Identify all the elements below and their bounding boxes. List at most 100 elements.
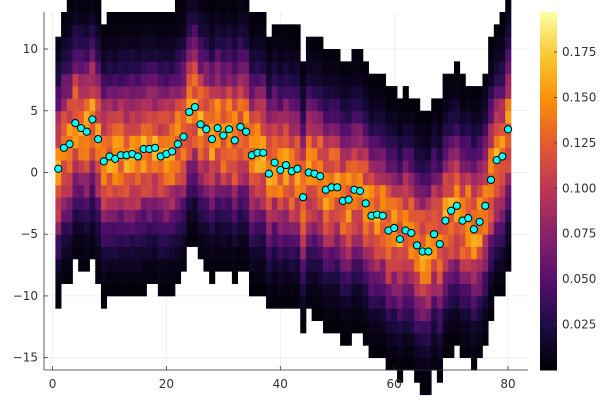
heatmap-cell [237,160,244,173]
heatmap-cell [362,332,369,346]
heatmap-cell [300,160,307,173]
heatmap-cell [334,160,341,173]
heatmap-cell [135,98,142,112]
colorbar-segment [540,268,557,273]
data-point [344,195,353,204]
heatmap-cell [334,197,341,210]
heatmap-cell [459,197,466,210]
heatmap-cell [311,36,318,50]
heatmap-cell [459,283,466,297]
heatmap-cell [397,160,404,173]
heatmap-cell [351,172,358,186]
heatmap-cell [106,258,113,272]
heatmap-cell [414,209,421,223]
data-point [54,164,63,173]
heatmap-cell [425,345,432,359]
heatmap-cell [317,197,324,210]
heatmap-cell [248,258,256,272]
heatmap-cell [78,86,85,99]
heatmap-cell [197,12,204,25]
data-point [486,175,496,184]
heatmap-cell [397,197,404,210]
heatmap-cell [266,147,273,161]
heatmap-cell [448,160,455,173]
heatmap-cell [260,135,267,149]
heatmap-cell [248,160,256,173]
heatmap-cell [283,86,290,99]
heatmap-cell [402,197,409,210]
heatmap-cell [266,184,273,198]
heatmap-cell [237,172,244,186]
heatmap-cell [146,147,153,161]
heatmap-cell [431,135,438,149]
heatmap-cell [140,209,147,223]
heatmap-cell [448,320,455,334]
heatmap-cell [100,36,108,50]
heatmap-cell [499,221,506,235]
heatmap-cell [152,147,159,161]
heatmap-cell [493,197,500,210]
heatmap-cell [163,184,170,198]
heatmap-cell [425,234,432,247]
heatmap-cell [448,209,455,223]
heatmap-cell [220,246,227,260]
heatmap-cell [493,271,500,284]
heatmap-cell [140,135,147,149]
heatmap-cell [379,123,387,136]
heatmap-cell [277,73,284,87]
heatmap-cell [334,172,341,186]
heatmap-cell [305,271,313,284]
heatmap-cell [442,332,449,346]
heatmap-cell [436,209,443,223]
heatmap-cell [283,258,290,272]
heatmap-cell [55,123,62,136]
heatmap-cell [220,221,227,235]
heatmap-cell [414,234,421,247]
heatmap-cell [374,98,381,112]
heatmap-cell [362,98,369,112]
heatmap-cell [100,172,108,186]
heatmap-cell [471,197,478,210]
heatmap-cell [55,147,62,161]
heatmap-cell [214,209,221,223]
heatmap-cell [425,382,432,396]
heatmap-cell [431,320,438,334]
heatmap-cell [163,49,170,62]
heatmap-cell [174,110,182,124]
heatmap-cell [135,197,142,210]
heatmap-cell [414,283,421,297]
heatmap-cell [260,221,267,235]
heatmap-cell [493,234,500,247]
heatmap-cell [220,197,227,210]
heatmap-cell [112,283,119,297]
heatmap-cell [163,36,170,50]
heatmap-cell [448,283,455,297]
colorbar-segment [540,232,557,237]
heatmap-cell [95,110,102,124]
heatmap-cell [476,320,483,334]
heatmap-cell [357,246,364,260]
colorbar-segment [540,155,557,159]
heatmap-cell [118,135,125,149]
heatmap-cell [157,234,164,247]
colorbar-segment [540,298,557,302]
heatmap-cell [402,86,409,99]
heatmap-cell [328,234,335,247]
heatmap-cell [78,49,85,62]
heatmap-cell [448,271,455,284]
heatmap-cell [266,61,273,75]
heatmap-cell [271,24,278,38]
heatmap-cell [323,172,330,186]
heatmap-cell [391,295,398,309]
heatmap-cell [283,295,290,309]
colorbar-segment [540,223,557,228]
heatmap-cell [157,86,164,99]
heatmap-cell [374,123,381,136]
heatmap-cell [334,234,341,247]
heatmap-cell [266,295,273,309]
heatmap-cell [419,221,426,235]
heatmap-cell [476,98,483,112]
heatmap-cell [100,147,108,161]
heatmap-cell [231,209,238,223]
heatmap-cell [334,308,341,322]
